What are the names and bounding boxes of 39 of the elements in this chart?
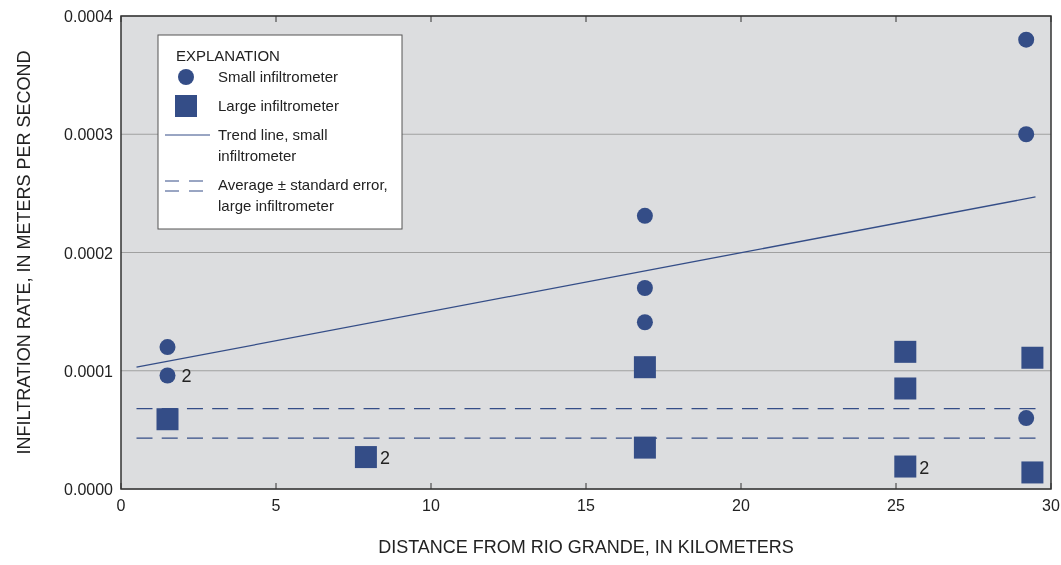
x-tick-label: 15 (577, 497, 595, 514)
point (633, 436, 656, 459)
x-tick-label: 5 (271, 497, 281, 514)
legend-label: Large infiltrometer (218, 97, 339, 114)
x-tick-label: 30 (1042, 497, 1060, 514)
x-tick-label: 10 (422, 497, 440, 514)
y-tick-label: 0.0001 (64, 362, 114, 380)
x-tick-label: 25 (887, 497, 905, 514)
x-tick-label: 20 (732, 497, 750, 514)
point (633, 356, 656, 379)
y-tick-label: 0.0000 (64, 481, 114, 498)
point (636, 207, 653, 224)
annotation: 2 (181, 366, 192, 387)
x-tick-label: 0 (116, 497, 126, 514)
y-tick-label: 0.0002 (64, 244, 114, 262)
point (1018, 410, 1035, 427)
legend-title: EXPLANATION (176, 47, 280, 64)
x-axis-title: DISTANCE FROM RIO GRANDE, IN KILOMETERS (378, 537, 794, 557)
point (1018, 31, 1035, 48)
y-tick-label: 0.0004 (64, 8, 114, 25)
y-axis-title: INFILTRATION RATE, IN METERS PER SECOND (14, 50, 34, 455)
annotation: 2 (919, 457, 930, 478)
point (354, 446, 377, 469)
legend-label: Trend line, small infiltrometer (218, 126, 328, 164)
point (156, 408, 179, 431)
point (1018, 126, 1035, 143)
legend-label: Average ± standard error, large infiltrometer (218, 176, 388, 214)
legend-label: Small infiltrometer (218, 68, 339, 85)
point (1021, 346, 1044, 369)
point (159, 339, 176, 356)
point (159, 367, 176, 384)
point (894, 377, 917, 400)
point (894, 340, 917, 363)
point (636, 314, 653, 331)
y-tick-label: 0.0003 (64, 126, 114, 144)
point (1021, 461, 1044, 484)
annotation: 2 (379, 448, 390, 469)
point (636, 279, 653, 296)
point (894, 455, 917, 478)
